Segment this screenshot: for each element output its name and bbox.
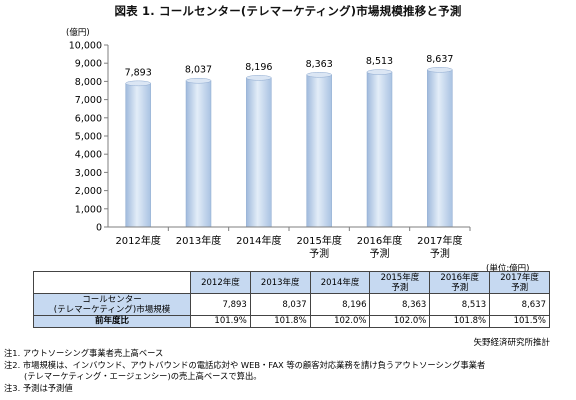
header-year: 2013年度: [260, 277, 300, 288]
bar-value-label: 8,637: [426, 54, 453, 65]
table-header-2012: 2012年度: [190, 271, 251, 294]
table-cell: 7,893: [190, 293, 251, 316]
y-tick-label: 7,000: [75, 95, 102, 106]
x-tick-label: 予測: [309, 247, 329, 260]
bar-group: 7,893: [125, 67, 152, 228]
table-cell: 101.9%: [190, 315, 251, 328]
x-tick-label: 2016年度: [357, 234, 402, 247]
header-forecast: 予測: [391, 282, 409, 293]
table-header-2013: 2013年度: [249, 271, 311, 294]
table-row-market-size: コールセンター (テレマーケティング)市場規模 7,893 8,037 8,196…: [33, 293, 550, 316]
y-tick-label: 1,000: [75, 204, 102, 215]
table-cell: 8,513: [429, 293, 491, 316]
bar-top: [185, 77, 212, 84]
header-year: 2012年度: [201, 277, 240, 288]
table-cell: 102.0%: [309, 315, 371, 328]
table-header-2015: 2015年度 予測: [369, 271, 431, 294]
bar-group: 8,513: [366, 56, 393, 228]
table-header-2016: 2016年度 予測: [429, 271, 491, 294]
header-forecast: 予測: [451, 282, 469, 293]
bar: [125, 83, 151, 228]
bar-top: [306, 72, 332, 78]
table-header-row: 2012年度 2013年度 2014年度 2015年度 予測 2016年度 予測 2…: [33, 271, 550, 294]
bar: [366, 71, 393, 228]
footnote-3: 注3. 予測は予測値: [4, 382, 73, 393]
y-axis-unit: (億円): [66, 27, 90, 38]
bar-chart: (億円) 0 1,000 2,000 3,000 4,000 5,000 6,000 7,00…: [66, 27, 471, 260]
y-tick-label: 3,000: [75, 168, 102, 179]
table-cell: 8,637: [489, 293, 550, 316]
table-header-2017: 2017年度 予測: [489, 271, 550, 294]
footnote-2-cont: (テレマーケティング・エージェンシー)の売上高ベースで算出。: [24, 371, 262, 381]
bar-group: 8,037: [185, 65, 212, 228]
table-cell: 8,363: [369, 293, 431, 316]
bar-value-label: 8,196: [245, 62, 272, 73]
table-cell: 101.8%: [249, 315, 311, 328]
bar: [246, 77, 272, 228]
y-tick-label: 5,000: [75, 132, 102, 143]
bar-group: 8,363: [306, 59, 333, 228]
table-cell: 101.8%: [429, 315, 491, 328]
table-header-2014: 2014年度: [309, 271, 371, 294]
bar-top: [125, 80, 151, 87]
y-tick-label: 9,000: [75, 59, 102, 70]
header-forecast: 予測: [511, 282, 529, 293]
chart-title: 図表 1. コールセンター(テレマーケティング)市場規模推移と予測: [114, 4, 462, 18]
x-tick-label: 予測: [430, 247, 450, 260]
header-year: 2014年度: [320, 277, 360, 288]
source-note: 矢野経済研究所推計: [473, 338, 550, 348]
bar-value-label: 8,513: [366, 56, 393, 67]
y-tick-label: 0: [96, 223, 102, 234]
bar: [306, 74, 332, 228]
table-unit: (単位:億円): [486, 264, 530, 274]
y-tick-label: 8,000: [75, 77, 102, 88]
y-tick-label: 2,000: [75, 186, 102, 197]
y-tick-label: 10,000: [69, 41, 102, 52]
header-year: 2016年度: [440, 272, 480, 283]
bar-value-label: 7,893: [125, 67, 152, 78]
bar-group: 8,637: [426, 54, 453, 228]
row-label-line: (テレマーケティング)市場規模: [53, 304, 171, 315]
x-tick-label: 予測: [370, 247, 390, 260]
header-year: 2017年度: [500, 272, 539, 283]
bar-top: [366, 69, 393, 75]
table-cell: 102.0%: [369, 315, 431, 328]
x-tick-label: 2017年度: [417, 234, 462, 247]
header-year: 2015年度: [380, 272, 420, 283]
y-axis: 0 1,000 2,000 3,000 4,000 5,000 6,000 7,000 8,00…: [69, 41, 109, 234]
x-axis: 2012年度 2013年度 2014年度 2015年度予測2016年度予測2017年度…: [108, 226, 471, 260]
data-table: 2012年度 2013年度 2014年度 2015年度 予測 2016年度 予測 2…: [33, 271, 550, 328]
y-tick-label: 6,000: [75, 113, 102, 124]
y-tick-label: 4,000: [75, 150, 102, 161]
bar-value-label: 8,037: [185, 65, 212, 76]
bar-top: [427, 67, 453, 73]
footnote-1: 注1. アウトソーシング事業者売上高ベース: [4, 348, 164, 358]
bar-top: [246, 75, 272, 81]
x-tick-label: 2012年度: [115, 234, 160, 247]
table-row-yoy: 前年度比 101.9% 101.8% 102.0% 102.0% 101.8% …: [33, 315, 550, 328]
x-tick-label: 2013年度: [176, 234, 221, 247]
table-corner: [33, 271, 191, 294]
bar-value-label: 8,363: [306, 59, 333, 70]
row-label-market-size: コールセンター (テレマーケティング)市場規模: [33, 293, 191, 316]
table-cell: 8,196: [309, 293, 371, 316]
bar: [185, 80, 212, 228]
row-label-yoy: 前年度比: [33, 315, 191, 328]
table-cell: 101.5%: [489, 315, 550, 328]
row-label-line: コールセンター: [82, 294, 142, 305]
bars: 7,893 8,037 8,196 8,363 8,513 8,637: [125, 54, 453, 228]
footnote-2: 注2. 市場規模は、インバウンド、アウトバウンドの電話応対や WEB・FAX 等…: [4, 359, 486, 370]
bar: [427, 69, 453, 228]
x-tick-label: 2015年度: [296, 234, 341, 247]
bar-group: 8,196: [245, 62, 272, 228]
footnotes: 注1. アウトソーシング事業者売上高ベース 注2. 市場規模は、インバウンド、ア…: [4, 348, 485, 394]
table-cell: 8,037: [249, 293, 311, 316]
x-tick-label: 2014年度: [236, 234, 281, 247]
